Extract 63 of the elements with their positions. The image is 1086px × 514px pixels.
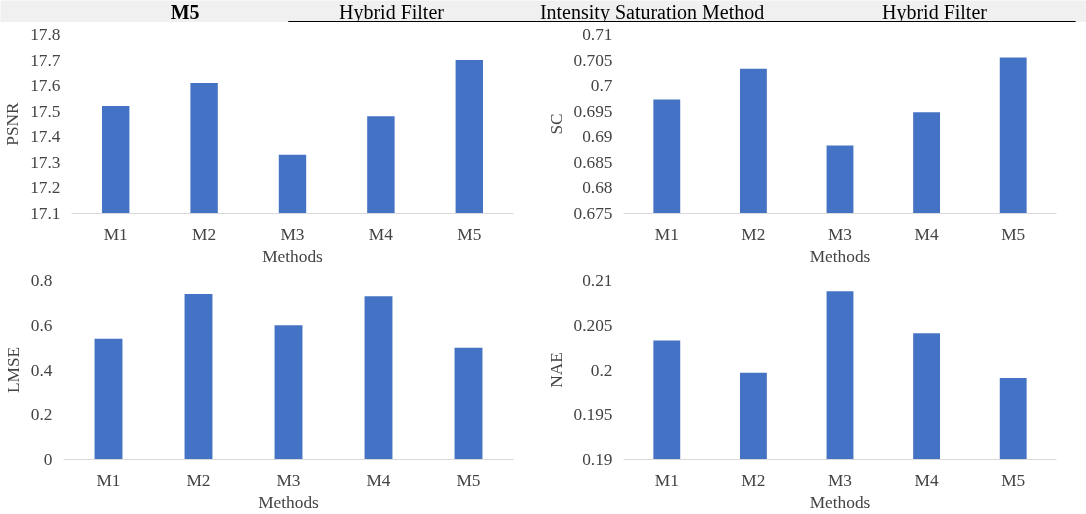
y-tick-label: 0.2 <box>590 360 613 380</box>
text: Hybrid Filter <box>338 0 445 24</box>
y-tick-label: 0.2 <box>30 405 53 425</box>
y-tick-label: 0.195 <box>573 405 613 425</box>
y-tick-label: 0.68 <box>582 178 613 198</box>
y-axis-title: LMSE <box>3 346 23 394</box>
y-tick-label: 0.69 <box>582 127 613 147</box>
x-tick-label: M2 <box>186 470 211 490</box>
y-tick-label: 0.4 <box>30 360 53 380</box>
x-axis-title: Methods <box>809 492 871 512</box>
x-tick-label: M3 <box>276 470 301 490</box>
x-tick-label: M4 <box>366 470 391 490</box>
x-tick-label: M4 <box>914 224 939 244</box>
x-tick-label: M3 <box>827 470 853 490</box>
x-tick-label: M3 <box>280 224 305 244</box>
x-tick-label: M5 <box>1001 470 1026 490</box>
text: M5 <box>170 0 200 23</box>
x-tick-label: M1 <box>96 470 121 490</box>
y-tick-label: 17.1 <box>30 204 61 223</box>
y-axis-title: NAE <box>546 352 566 388</box>
x-tick-label: M3 <box>827 224 853 244</box>
y-tick-label: 0.205 <box>573 315 613 335</box>
bar <box>94 338 123 460</box>
x-axis-title: Methods <box>262 246 324 266</box>
y-axis-title: PSNR <box>3 101 23 146</box>
y-tick-label: 0.8 <box>30 271 53 290</box>
x-tick-label: M1 <box>103 224 128 244</box>
y-tick-label: 17.8 <box>30 25 61 44</box>
y-tick-label: 0.695 <box>573 101 613 121</box>
y-tick-label: 0.7 <box>590 76 613 96</box>
bar <box>274 325 303 460</box>
y-tick-label: 17.6 <box>30 76 61 96</box>
bar <box>364 296 393 460</box>
y-tick-label: 0.71 <box>582 25 613 44</box>
x-tick-label: M4 <box>914 470 939 490</box>
x-tick-label: M5 <box>457 224 482 244</box>
x-tick-label: M2 <box>741 470 766 490</box>
y-tick-label: 17.3 <box>30 152 61 172</box>
x-axis-title: Methods <box>809 246 871 266</box>
y-tick-label: 17.5 <box>30 101 61 121</box>
y-tick-label: 0.675 <box>573 204 613 223</box>
x-tick-label: M5 <box>456 470 481 490</box>
y-axis-title: SC <box>546 113 566 135</box>
x-tick-label: M1 <box>654 470 679 490</box>
bar <box>454 347 483 460</box>
y-tick-label: 17.7 <box>30 50 61 70</box>
y-tick-label: 17.2 <box>30 178 61 198</box>
x-axis-title: Methods <box>258 492 320 512</box>
y-tick-label: 0.685 <box>573 152 613 172</box>
text: Hybrid Filter <box>881 0 988 24</box>
bar <box>184 293 213 460</box>
text: Intensity Saturation Method <box>539 0 765 24</box>
x-tick-label: M2 <box>192 224 217 244</box>
x-tick-label: M4 <box>368 224 394 244</box>
y-tick-label: 0 <box>43 450 53 469</box>
y-tick-label: 0.6 <box>30 315 53 335</box>
y-tick-label: 17.4 <box>30 127 61 147</box>
y-tick-label: 0.705 <box>573 50 613 70</box>
x-tick-label: M2 <box>741 224 766 244</box>
y-tick-label: 0.19 <box>582 450 613 469</box>
x-tick-label: M5 <box>1001 224 1026 244</box>
x-tick-label: M1 <box>654 224 679 244</box>
y-tick-label: 0.21 <box>582 271 613 290</box>
